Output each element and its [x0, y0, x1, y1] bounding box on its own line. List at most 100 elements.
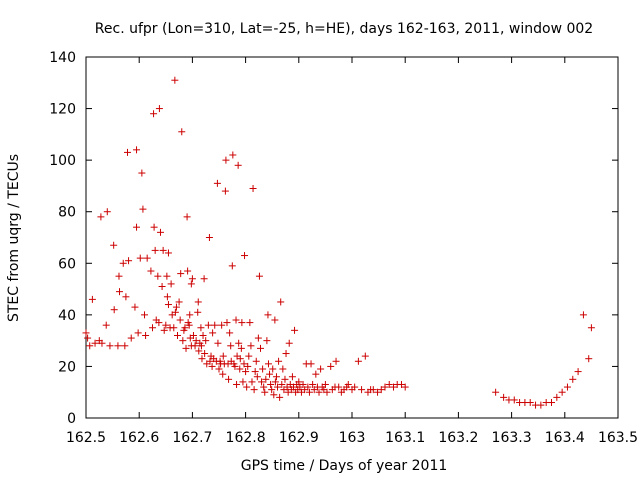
data-point — [147, 267, 155, 275]
data-point — [115, 272, 123, 280]
data-point — [116, 288, 124, 296]
data-point — [268, 386, 276, 394]
y-axis-label: STEC from uqrg / TECUs — [6, 154, 22, 322]
data-point — [492, 388, 500, 396]
data-point — [254, 334, 262, 342]
x-tick-label: 162.9 — [279, 430, 319, 446]
data-point — [385, 380, 393, 388]
data-point — [239, 378, 247, 386]
data-point — [187, 280, 195, 288]
data-point — [548, 399, 555, 407]
data-point — [253, 373, 261, 381]
data-point — [141, 311, 149, 319]
data-point — [170, 324, 178, 332]
data-point — [176, 316, 184, 324]
data-point — [167, 280, 175, 288]
data-point — [244, 362, 252, 370]
x-axis-ticks: 162.5 162.6 162.7 162.8 162.9 163 163.1 163.2 16… — [66, 57, 638, 446]
data-point — [98, 339, 106, 347]
data-point — [237, 344, 245, 352]
data-point — [136, 254, 144, 262]
data-point — [125, 257, 133, 265]
data-point — [240, 360, 248, 368]
data-point — [276, 393, 284, 401]
x-tick-label: 163 — [339, 430, 366, 446]
data-point — [163, 272, 171, 280]
data-point — [323, 388, 331, 396]
data-point — [133, 146, 141, 154]
data-point — [274, 383, 282, 391]
data-point — [219, 370, 227, 378]
data-point — [261, 388, 269, 396]
data-point — [86, 342, 94, 350]
x-tick-label: 162.8 — [226, 430, 266, 446]
x-axis-label: GPS time / Days of year 2011 — [241, 458, 448, 474]
data-point — [213, 179, 221, 187]
data-point — [250, 386, 258, 394]
data-point — [295, 378, 303, 386]
data-point — [305, 388, 313, 396]
data-point — [200, 275, 208, 283]
data-point — [262, 375, 270, 383]
data-point — [194, 298, 202, 306]
data-point — [344, 380, 352, 388]
data-point — [587, 324, 595, 332]
data-point — [228, 262, 236, 270]
data-point — [194, 308, 202, 316]
y-tick-label: 100 — [49, 153, 76, 169]
data-point — [201, 350, 209, 358]
y-axis-ticks: 0 20 40 60 80 100 120 140 — [49, 50, 618, 427]
data-point — [102, 321, 110, 329]
chart-title: Rec. ufpr (Lon=310, Lat=-25, h=HE), days… — [95, 21, 593, 37]
data-point — [269, 365, 277, 373]
data-point — [82, 329, 90, 337]
data-point — [282, 350, 290, 358]
data-point — [138, 169, 146, 177]
data-point — [231, 362, 239, 370]
data-point — [214, 339, 222, 347]
data-point — [374, 388, 382, 396]
data-point — [263, 337, 271, 345]
data-point — [500, 393, 508, 401]
data-point — [277, 298, 285, 306]
data-point — [234, 161, 242, 169]
data-point — [235, 339, 243, 347]
data-point — [88, 295, 96, 303]
data-point — [307, 360, 315, 368]
data-point — [401, 383, 409, 391]
data-point — [184, 267, 192, 275]
data-point — [171, 76, 179, 84]
data-point — [221, 187, 229, 195]
data-point — [259, 365, 267, 373]
data-point — [563, 383, 571, 391]
data-point — [256, 344, 264, 352]
data-point — [142, 331, 150, 339]
data-point — [149, 324, 156, 332]
data-point — [281, 375, 289, 383]
data-point — [192, 337, 200, 345]
x-tick-label: 163.1 — [385, 430, 425, 446]
x-tick-label: 163.5 — [598, 430, 638, 446]
data-point — [163, 293, 171, 301]
data-point — [164, 301, 172, 309]
data-point — [267, 380, 275, 388]
data-point — [271, 378, 279, 386]
y-tick-label: 0 — [67, 411, 76, 427]
data-point — [183, 213, 191, 221]
data-point — [233, 380, 241, 388]
data-point — [585, 355, 593, 363]
y-tick-label: 80 — [58, 205, 76, 221]
data-point — [204, 321, 212, 329]
data-point — [164, 249, 172, 257]
data-point — [248, 378, 256, 386]
data-point — [251, 368, 259, 376]
y-tick-label: 40 — [58, 308, 76, 324]
x-tick-label: 162.7 — [172, 430, 212, 446]
data-point — [278, 380, 286, 388]
data-point — [285, 339, 293, 347]
data-point — [579, 311, 587, 319]
data-point — [106, 342, 114, 350]
data-point — [291, 326, 299, 334]
data-point — [242, 368, 250, 376]
x-tick-label: 163.4 — [545, 430, 585, 446]
